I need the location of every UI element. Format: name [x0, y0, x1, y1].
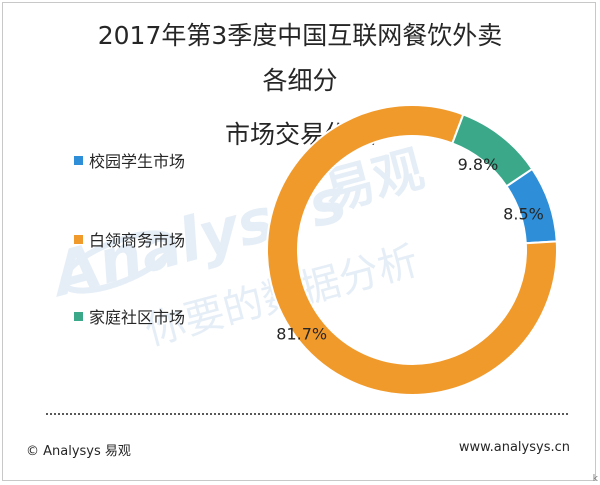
footer-copyright: © Analysys 易观 — [26, 444, 131, 459]
footer-website: www.analysys.cn — [458, 440, 570, 455]
legend-swatch-campus — [74, 155, 83, 165]
slice-label-office: 81.7% — [276, 324, 327, 343]
legend-label-family: 家庭社区市场 — [89, 308, 186, 327]
chart-title-line-2: 各细分 — [262, 66, 338, 95]
slice-label-family: 9.8% — [458, 155, 499, 174]
legend-label-campus: 校园学生市场 — [89, 152, 186, 171]
legend-swatch-family — [74, 311, 83, 321]
legend-item-family: 家庭社区市场 — [74, 304, 185, 328]
footer-divider — [46, 413, 568, 415]
donut-slice-office — [266, 104, 558, 396]
donut-slice-family — [451, 113, 534, 188]
legend-item-campus: 校园学生市场 — [74, 148, 185, 172]
legend-swatch-office — [74, 234, 83, 244]
chart-frame — [2, 2, 596, 481]
chart-title-line-1: 2017年第3季度中国互联网餐饮外卖 — [97, 21, 503, 50]
legend-label-office: 白领商务市场 — [89, 231, 186, 250]
slice-label-campus: 8.5% — [503, 205, 544, 224]
corner-mark: k — [592, 474, 598, 484]
legend-item-office: 白领商务市场 — [74, 227, 185, 251]
